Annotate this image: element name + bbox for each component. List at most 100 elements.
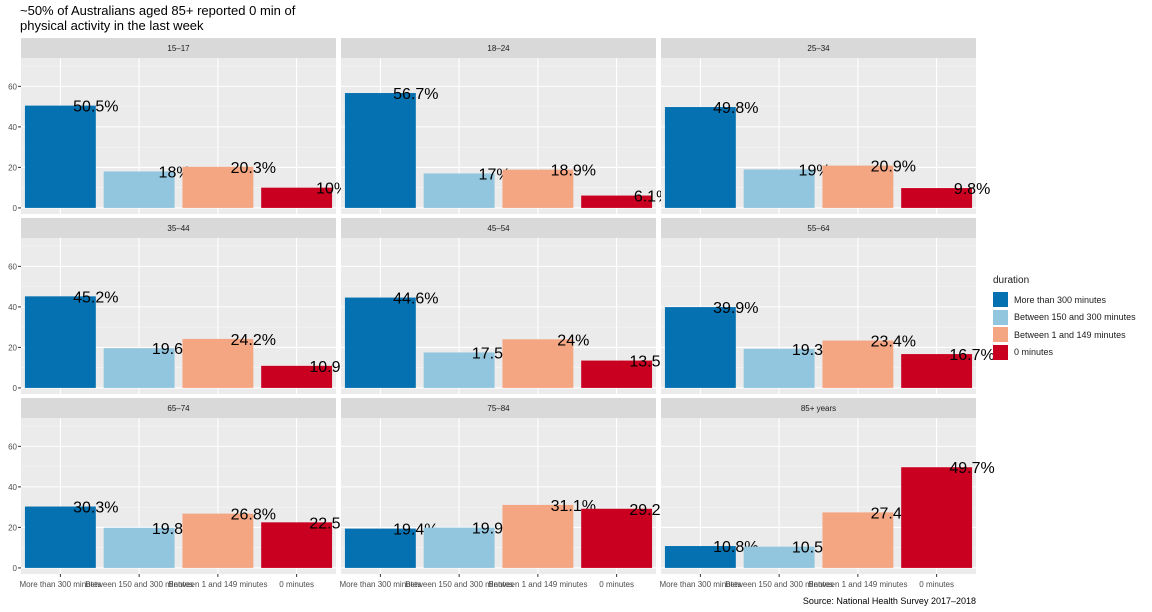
bar bbox=[182, 166, 254, 208]
x-tick-label: 0 minutes bbox=[279, 580, 314, 589]
y-tick-label: 20 bbox=[8, 343, 17, 352]
legend-swatch bbox=[993, 344, 1008, 360]
bar bbox=[901, 467, 973, 568]
legend-item: Between 150 and 300 minutes bbox=[993, 309, 1136, 327]
bar bbox=[261, 365, 333, 388]
bar bbox=[901, 188, 973, 208]
legend: duration More than 300 minutes Between 15… bbox=[993, 275, 1136, 361]
bar-value-label: 24% bbox=[557, 332, 589, 349]
legend-label: More than 300 minutes bbox=[1014, 294, 1107, 305]
facet-strip-label: 75–84 bbox=[487, 404, 510, 413]
bar bbox=[344, 93, 416, 208]
chart-title: ~50% of Australians aged 85+ reported 0 … bbox=[20, 3, 296, 33]
facet-strip-label: 65–74 bbox=[167, 404, 190, 413]
bar bbox=[103, 527, 175, 568]
bar bbox=[24, 105, 96, 208]
y-tick-label: 40 bbox=[8, 303, 17, 312]
bar-value-label: 44.6% bbox=[393, 291, 438, 308]
legend-item: 0 minutes bbox=[993, 344, 1136, 362]
legend-swatch bbox=[993, 292, 1008, 308]
x-tick-label: Between 150 and 300 minutes bbox=[725, 580, 833, 589]
facet-strip-label: 35–44 bbox=[167, 224, 190, 233]
bar bbox=[24, 296, 96, 388]
bar-value-label: 10% bbox=[316, 181, 348, 198]
y-tick-label: 20 bbox=[8, 523, 17, 532]
bar bbox=[261, 522, 333, 568]
bar bbox=[182, 513, 254, 568]
facet-strip-label: 85+ years bbox=[801, 404, 836, 413]
facet-strip-label: 15–17 bbox=[167, 44, 190, 53]
x-tick-label: More than 300 minutes bbox=[339, 580, 421, 589]
facet-strip bbox=[21, 218, 336, 238]
x-tick-label: Between 1 and 149 minutes bbox=[488, 580, 587, 589]
bar-value-label: 49.8% bbox=[713, 100, 758, 117]
bar bbox=[502, 169, 574, 208]
legend-items: More than 300 minutes Between 150 and 300… bbox=[993, 291, 1136, 361]
y-tick-label: 60 bbox=[8, 442, 17, 451]
facet-strip-label: 45–54 bbox=[487, 224, 510, 233]
x-tick-label: More than 300 minutes bbox=[19, 580, 101, 589]
x-tick-label: Between 1 and 149 minutes bbox=[808, 580, 907, 589]
source-caption: Source: National Health Survey 2017–2018 bbox=[802, 596, 976, 606]
legend-swatch bbox=[993, 309, 1008, 325]
bar-value-label: 24.2% bbox=[231, 332, 276, 349]
facet-strip bbox=[341, 398, 656, 418]
y-tick-label: 0 bbox=[13, 564, 18, 573]
bar bbox=[502, 339, 574, 388]
legend-item: More than 300 minutes bbox=[993, 291, 1136, 309]
bar bbox=[423, 527, 495, 568]
bar bbox=[581, 508, 653, 568]
bar bbox=[423, 352, 495, 388]
bar-value-label: 20.9% bbox=[871, 159, 916, 176]
facet-strip bbox=[661, 38, 976, 58]
bar bbox=[581, 360, 653, 388]
bar-value-label: 39.9% bbox=[713, 300, 758, 317]
bar-value-label: 49.7% bbox=[949, 460, 994, 477]
bar bbox=[822, 165, 894, 208]
x-tick-label: Between 1 and 149 minutes bbox=[168, 580, 267, 589]
facet-strip-label: 55–64 bbox=[807, 224, 830, 233]
bar-value-label: 16.7% bbox=[949, 347, 994, 364]
bar bbox=[743, 348, 815, 388]
y-tick-label: 40 bbox=[8, 483, 17, 492]
facet-strip-label: 18–24 bbox=[487, 44, 510, 53]
bar bbox=[822, 340, 894, 388]
y-tick-label: 0 bbox=[13, 204, 18, 213]
bar-value-label: 50.5% bbox=[73, 99, 118, 116]
legend-swatch bbox=[993, 327, 1008, 343]
bar bbox=[502, 504, 574, 568]
bar-value-label: 56.7% bbox=[393, 86, 438, 103]
facet-strip bbox=[341, 218, 656, 238]
bar-value-label: 30.3% bbox=[73, 500, 118, 517]
bar bbox=[344, 528, 416, 568]
bar-value-label: 26.8% bbox=[231, 507, 276, 524]
bar-value-label: 18.9% bbox=[551, 163, 596, 180]
bar bbox=[743, 546, 815, 568]
bar bbox=[743, 169, 815, 208]
x-tick-label: Between 150 and 300 minutes bbox=[405, 580, 513, 589]
facet-strip bbox=[21, 398, 336, 418]
x-tick-label: Between 150 and 300 minutes bbox=[85, 580, 193, 589]
bar bbox=[103, 348, 175, 388]
legend-label: Between 150 and 300 minutes bbox=[1014, 312, 1136, 323]
bar bbox=[423, 173, 495, 208]
facet-strip bbox=[661, 398, 976, 418]
y-tick-label: 20 bbox=[8, 163, 17, 172]
legend-title: duration bbox=[993, 275, 1030, 286]
bar-value-label: 9.8% bbox=[954, 181, 990, 198]
bar bbox=[344, 297, 416, 388]
legend-item: Between 1 and 149 minutes bbox=[993, 326, 1136, 344]
y-tick-label: 60 bbox=[8, 262, 17, 271]
y-tick-label: 0 bbox=[13, 384, 18, 393]
bar bbox=[182, 338, 254, 388]
y-tick-label: 60 bbox=[8, 82, 17, 91]
x-tick-label: More than 300 minutes bbox=[659, 580, 741, 589]
